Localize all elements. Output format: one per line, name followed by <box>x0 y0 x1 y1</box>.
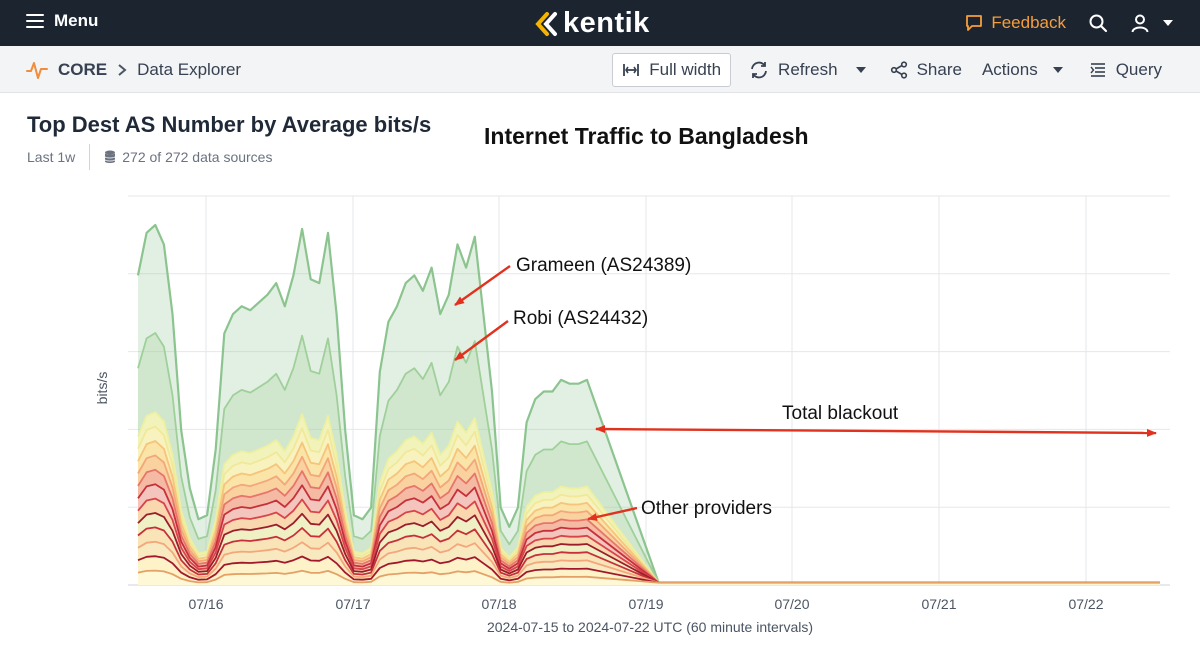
blackout-arrow <box>595 425 1157 437</box>
full-width-button[interactable]: Full width <box>612 52 732 87</box>
full-width-label: Full width <box>649 59 722 79</box>
actions-label: Actions <box>981 59 1038 79</box>
feedback-icon <box>966 15 983 31</box>
series-area-other-4-line <box>137 454 1160 584</box>
series-area-other-12-line <box>137 569 1160 584</box>
annotation-arrow <box>454 320 509 361</box>
series-area-other-9-line <box>137 526 1160 584</box>
series-area-grameen-line <box>136 223 1160 584</box>
user-icon <box>1131 14 1149 33</box>
annotation-arrow <box>454 265 511 306</box>
refresh-icon <box>751 61 767 78</box>
series-area-other-1-line <box>137 411 1160 584</box>
data-sources[interactable]: 272 of 272 data sources <box>104 149 272 165</box>
share-label: Share <box>916 59 962 79</box>
share-icon <box>890 60 907 79</box>
x-tick-label: 07/22 <box>1068 596 1103 612</box>
search-icon <box>1089 14 1108 33</box>
annotation-arrow <box>587 506 638 521</box>
x-axis-ticks: 07/16 07/17 07/18 07/19 07/20 07/21 07/22 <box>188 596 1103 612</box>
menu-button[interactable]: Menu <box>26 11 98 31</box>
query-label: Query <box>1115 59 1162 79</box>
search-button[interactable] <box>1088 13 1108 33</box>
refresh-label: Refresh <box>778 59 838 79</box>
series-area-other-11-line <box>137 555 1160 584</box>
logo-text: kentik <box>563 7 650 39</box>
refresh-dropdown-caret[interactable] <box>855 66 866 73</box>
x-tick-label: 07/20 <box>774 596 809 612</box>
full-width-icon <box>623 63 640 76</box>
kentik-logo-icon <box>535 11 557 36</box>
refresh-button[interactable]: Refresh <box>749 60 838 80</box>
series-area-other-8-line <box>137 512 1160 584</box>
actions-caret-icon <box>1052 66 1063 73</box>
x-axis-label: 2024-07-15 to 2024-07-22 UTC (60 minute … <box>487 619 813 635</box>
sub-toolbar: CORE Data Explorer Full width Refresh <box>0 46 1200 93</box>
breadcrumb-current: Data Explorer <box>137 59 242 79</box>
actions-button[interactable]: Actions <box>982 60 1063 80</box>
annotation-label: Grameen (AS24389) <box>516 255 691 276</box>
chevron-right-icon <box>118 63 127 76</box>
time-range-label[interactable]: Last 1w <box>27 149 76 165</box>
list-icon <box>1090 62 1105 77</box>
chart-series <box>136 223 1160 585</box>
annotation-label: Total blackout <box>782 403 899 424</box>
top-nav-bar: Menu kentik Feedback <box>0 0 1200 46</box>
query-button[interactable]: Query <box>1089 60 1162 80</box>
panel-title: Top Dest AS Number by Average bits/s <box>27 112 432 137</box>
x-tick-label: 07/16 <box>188 596 223 612</box>
series-area-other-5-line <box>137 468 1160 584</box>
annotation-label: Other providers <box>641 498 772 519</box>
pulse-icon <box>26 61 48 79</box>
feedback-button[interactable]: Feedback <box>965 13 1066 33</box>
menu-label: Menu <box>54 11 99 30</box>
database-icon <box>104 150 116 163</box>
x-tick-label: 07/19 <box>628 596 663 612</box>
hamburger-icon <box>26 14 44 28</box>
y-axis-label: bits/s <box>94 372 110 405</box>
x-tick-label: 07/21 <box>921 596 956 612</box>
chevron-down-icon <box>1163 20 1173 26</box>
breadcrumb: CORE Data Explorer <box>26 46 241 93</box>
data-sources-label: 272 of 272 data sources <box>122 149 273 165</box>
annotation-label: Robi (AS24432) <box>513 308 648 329</box>
meta-divider <box>89 144 91 170</box>
series-area-other-2-line <box>137 425 1160 584</box>
breadcrumb-root[interactable]: CORE <box>58 59 108 79</box>
series-area-robi-line <box>137 332 1160 584</box>
chart-annotations: Grameen (AS24389) Robi (AS24432) Total bla… <box>454 255 1157 521</box>
x-tick-label: 07/17 <box>335 596 370 612</box>
x-tick-label: 07/18 <box>481 596 516 612</box>
panel-meta: Last 1w 272 of 272 data sources <box>27 144 272 170</box>
explorer-toolbar: Full width Refresh Share Actions <box>612 46 1162 93</box>
share-button[interactable]: Share <box>890 60 962 80</box>
feedback-label: Feedback <box>991 13 1066 32</box>
series-area-other-3-line <box>137 440 1160 584</box>
kentik-logo[interactable]: kentik <box>533 7 650 40</box>
series-area-other-7-line <box>137 497 1160 584</box>
series-area-other-6-line <box>137 483 1160 584</box>
chart-headline: Internet Traffic to Bangladesh <box>484 123 809 149</box>
user-menu-button[interactable] <box>1130 13 1174 33</box>
series-area-other-10-line <box>137 540 1160 584</box>
